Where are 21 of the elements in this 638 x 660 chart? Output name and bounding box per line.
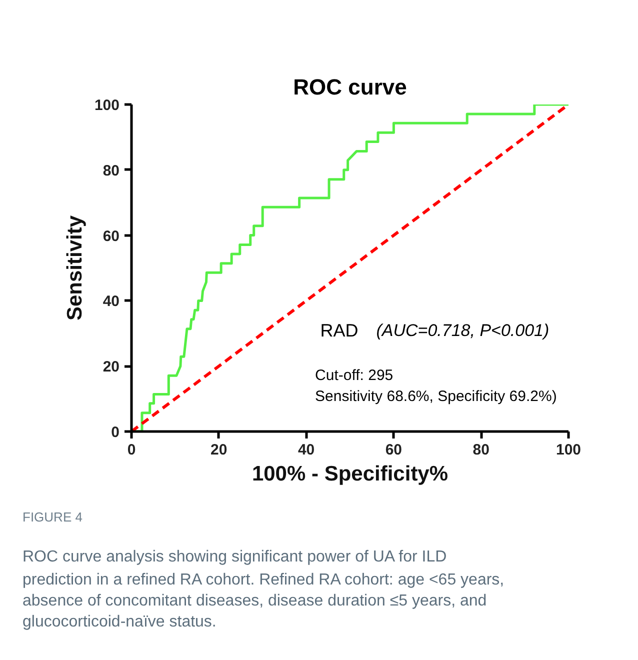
y-tick-label: 40	[102, 293, 120, 310]
annotation: (AUC=0.718, P<0.001)	[376, 320, 550, 340]
y-tick-label: 80	[102, 162, 120, 180]
y-tick-label: 100	[94, 97, 120, 114]
caption: FIGURE 4	[22, 510, 82, 524]
x-tick-label: 100	[556, 442, 582, 458]
x-tick-label: 60	[385, 442, 402, 458]
y-tick-label: 20	[102, 358, 120, 376]
text: ROC curve analysis showing significant power of UA for ILD prediction in a refined RA cohort. Refined RA cohort: age <65 years, absence of concomitant diseases, disease duration ≤5 years, and glucocorticoid-naïve status.	[22, 548, 504, 630]
x-tick-label: 0	[127, 442, 136, 458]
annotation: Sensitivity 68.6%, Specificity 69.2%)	[315, 388, 557, 406]
annotation: RAD	[320, 320, 358, 340]
x-tick-label: 40	[298, 442, 315, 458]
x-axis-title: 100% - Specificity%	[252, 462, 448, 486]
y-tick-label: 0	[111, 424, 120, 441]
y-axis-title: Sensitivity	[63, 215, 86, 321]
annotation: Cut-off: 295	[315, 367, 394, 384]
chart-title: ROC curve	[293, 74, 407, 100]
x-tick-label: 80	[472, 442, 490, 458]
x-tick-label: 20	[210, 442, 228, 458]
y-tick-label: 60	[102, 228, 120, 245]
